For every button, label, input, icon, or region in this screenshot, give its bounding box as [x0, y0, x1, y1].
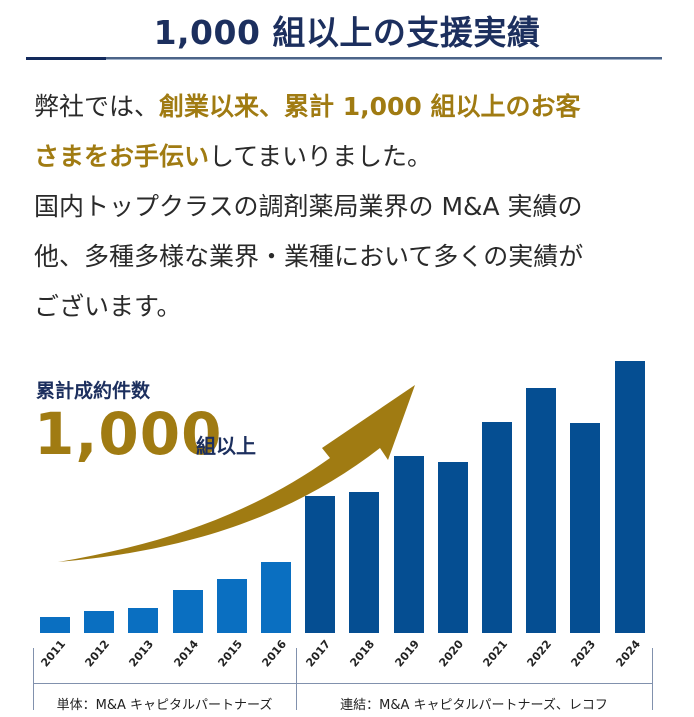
- axis-divider-right: [652, 648, 653, 710]
- axis-segment-line: [33, 683, 653, 684]
- bar-2018: [349, 492, 380, 633]
- intro-line-2: さまをお手伝いしてまいりました。: [34, 142, 433, 171]
- axis-divider-middle: [296, 648, 297, 710]
- highlight-text: 創業以来、累計 1,000 組以上のお客: [159, 92, 581, 121]
- title-underline-accent: [26, 57, 106, 60]
- bar-2023: [570, 423, 601, 633]
- growth-arrow-icon: [58, 385, 415, 562]
- bar-2014: [172, 590, 203, 633]
- intro-line-5: ございます。: [34, 292, 182, 321]
- bar-2013: [128, 608, 159, 633]
- headline-value: 1,000: [34, 400, 223, 468]
- bar-2024: [614, 361, 645, 633]
- highlight-text: さまをお手伝い: [34, 142, 210, 171]
- results-chart: 累計成約件数 1,000 組以上 2011 2012 2013 2014 2015 201…: [0, 340, 694, 717]
- headline-unit: 組以上: [196, 434, 256, 458]
- page-title: 1,000 組以上の支援実績: [153, 13, 541, 52]
- intro-line-3: 国内トップクラスの調剤薬局業界の M&A 実績の: [34, 192, 583, 221]
- intro-line-1: 弊社では、創業以来、累計 1,000 組以上のお客: [34, 92, 581, 121]
- bar-2012: [84, 611, 115, 633]
- bar-2019: [393, 456, 424, 633]
- bar-2021: [482, 422, 512, 633]
- segment-label-consolidated: 連結：M&A キャピタルパートナーズ、レコフ: [340, 698, 608, 713]
- intro-paragraph: 弊社では、創業以来、累計 1,000 組以上のお客 さまをお手伝いしてまいりまし…: [34, 82, 674, 332]
- bar-2011: [40, 617, 70, 633]
- axis-divider-left: [33, 648, 34, 710]
- bar-2015: [216, 579, 247, 633]
- bar-2022: [526, 388, 557, 633]
- bar-2016: [261, 562, 291, 633]
- title-underline: [106, 57, 662, 60]
- chart-title: 累計成約件数: [36, 380, 151, 402]
- bar-2017: [305, 496, 336, 633]
- segment-label-single: 単体：M&A キャピタルパートナーズ: [56, 698, 273, 713]
- bar-2020: [437, 462, 468, 633]
- intro-line-4: 他、多種多様な業界・業種において多くの実績が: [34, 242, 584, 271]
